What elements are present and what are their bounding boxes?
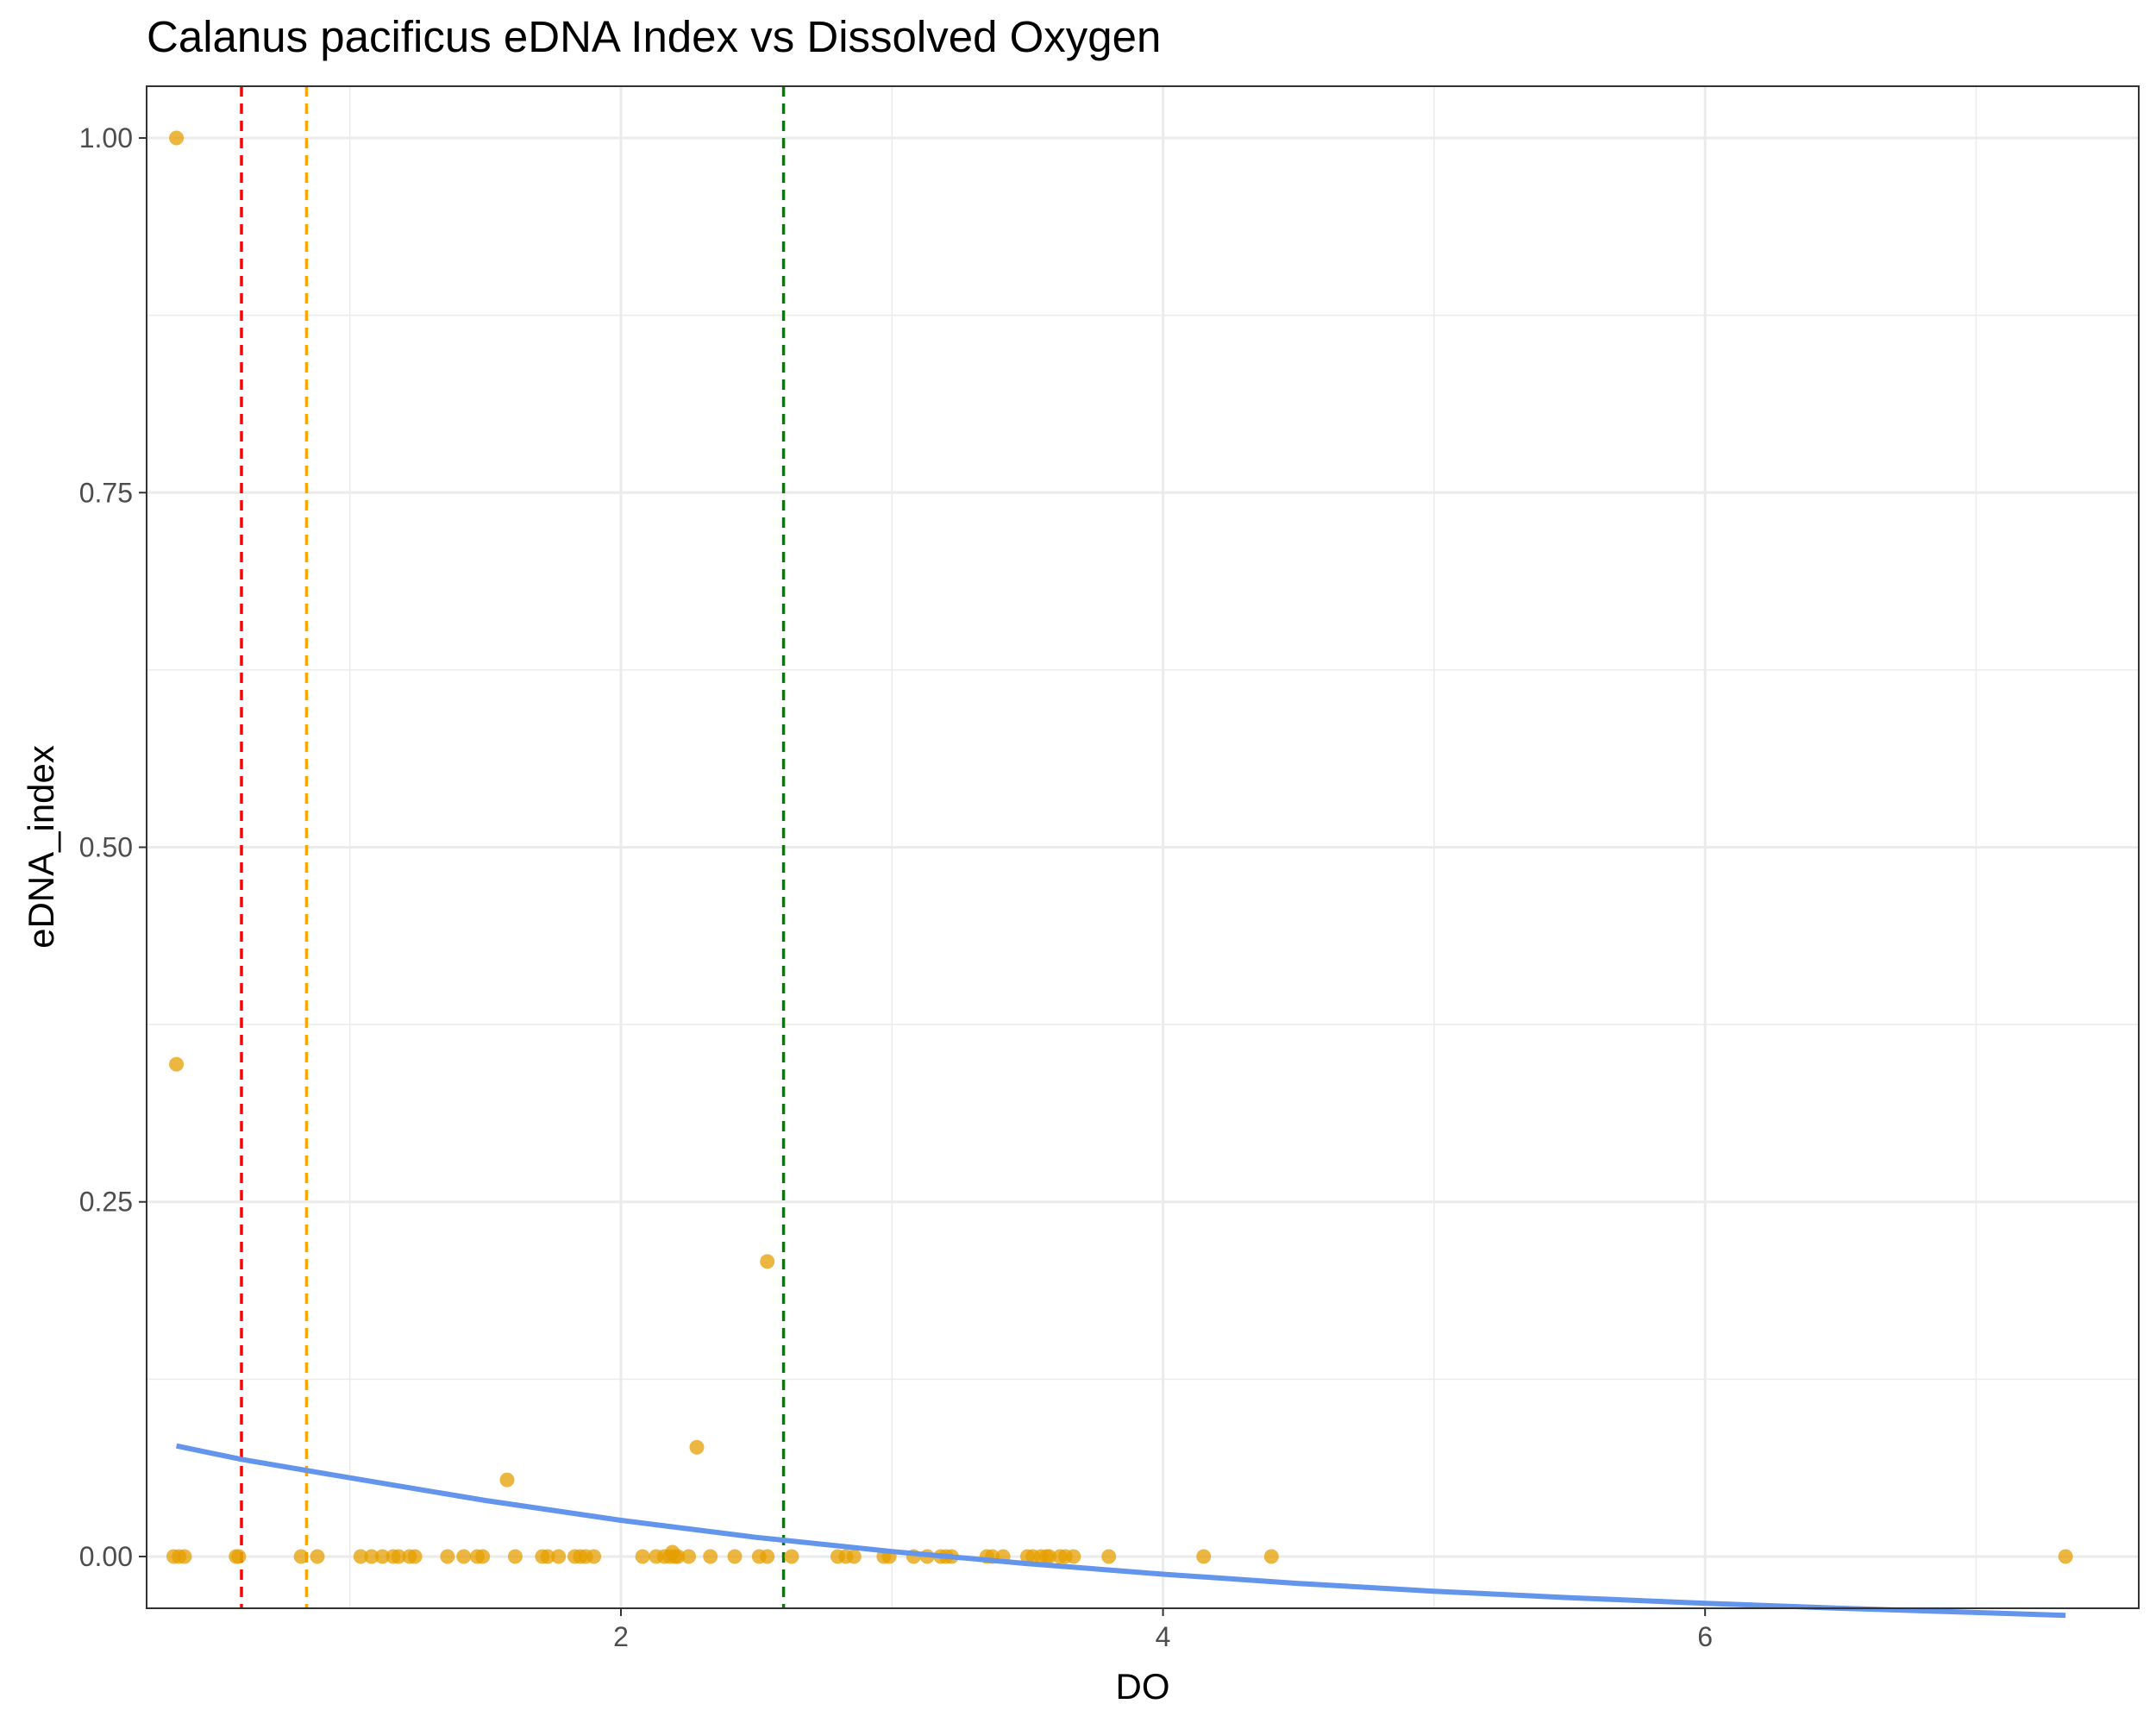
data-point: [407, 1549, 423, 1564]
x-axis-title: DO: [1116, 1666, 1170, 1707]
data-point: [689, 1439, 705, 1455]
data-point: [670, 1549, 686, 1564]
y-tick-label: 0.00: [79, 1541, 133, 1572]
data-point: [1066, 1549, 1081, 1564]
data-point: [551, 1549, 567, 1564]
y-tick-label: 1.00: [79, 122, 133, 153]
data-point: [293, 1549, 309, 1564]
axis-tick-labels: 2 4 6 0.00 0.25 0.50 0.75 1.00: [79, 122, 1713, 1652]
data-point: [846, 1549, 862, 1564]
x-tick-label: 4: [1156, 1621, 1171, 1652]
fit-curve-group: [175, 1443, 2066, 1619]
data-point: [169, 130, 185, 146]
data-point: [784, 1549, 799, 1564]
data-point: [169, 1056, 185, 1072]
data-point: [499, 1472, 515, 1488]
data-point: [231, 1549, 247, 1564]
x-tick-label: 6: [1697, 1621, 1713, 1652]
data-point: [353, 1549, 368, 1564]
data-point: [456, 1549, 472, 1564]
data-point: [507, 1549, 523, 1564]
data-point: [374, 1549, 390, 1564]
data-point: [364, 1549, 379, 1564]
data-point: [681, 1549, 697, 1564]
data-point: [760, 1254, 775, 1269]
chart-title: Calanus pacificus eDNA Index vs Dissolve…: [147, 12, 1161, 61]
grid-minor: [147, 86, 2139, 1608]
data-point: [177, 1549, 192, 1564]
data-point: [1263, 1549, 1279, 1564]
data-point: [1042, 1549, 1057, 1564]
x-tick-label: 2: [613, 1621, 629, 1652]
y-tick-label: 0.75: [79, 477, 133, 508]
data-point: [727, 1549, 743, 1564]
data-point: [540, 1549, 555, 1564]
data-point: [703, 1549, 718, 1564]
axis-ticks: [139, 137, 1707, 1616]
data-point: [391, 1549, 406, 1564]
data-point: [635, 1549, 650, 1564]
data-point: [1101, 1549, 1117, 1564]
data-point: [586, 1549, 602, 1564]
data-point: [475, 1549, 491, 1564]
fit-curve: [175, 1443, 2066, 1619]
y-tick-label: 0.50: [79, 832, 133, 863]
data-point: [2058, 1549, 2073, 1564]
data-point: [1196, 1549, 1212, 1564]
y-tick-label: 0.25: [79, 1187, 133, 1218]
data-point: [310, 1549, 325, 1564]
data-point: [760, 1549, 775, 1564]
data-point: [440, 1549, 455, 1564]
y-axis-title: eDNA_index: [21, 745, 61, 949]
reference-lines: [240, 86, 786, 1608]
